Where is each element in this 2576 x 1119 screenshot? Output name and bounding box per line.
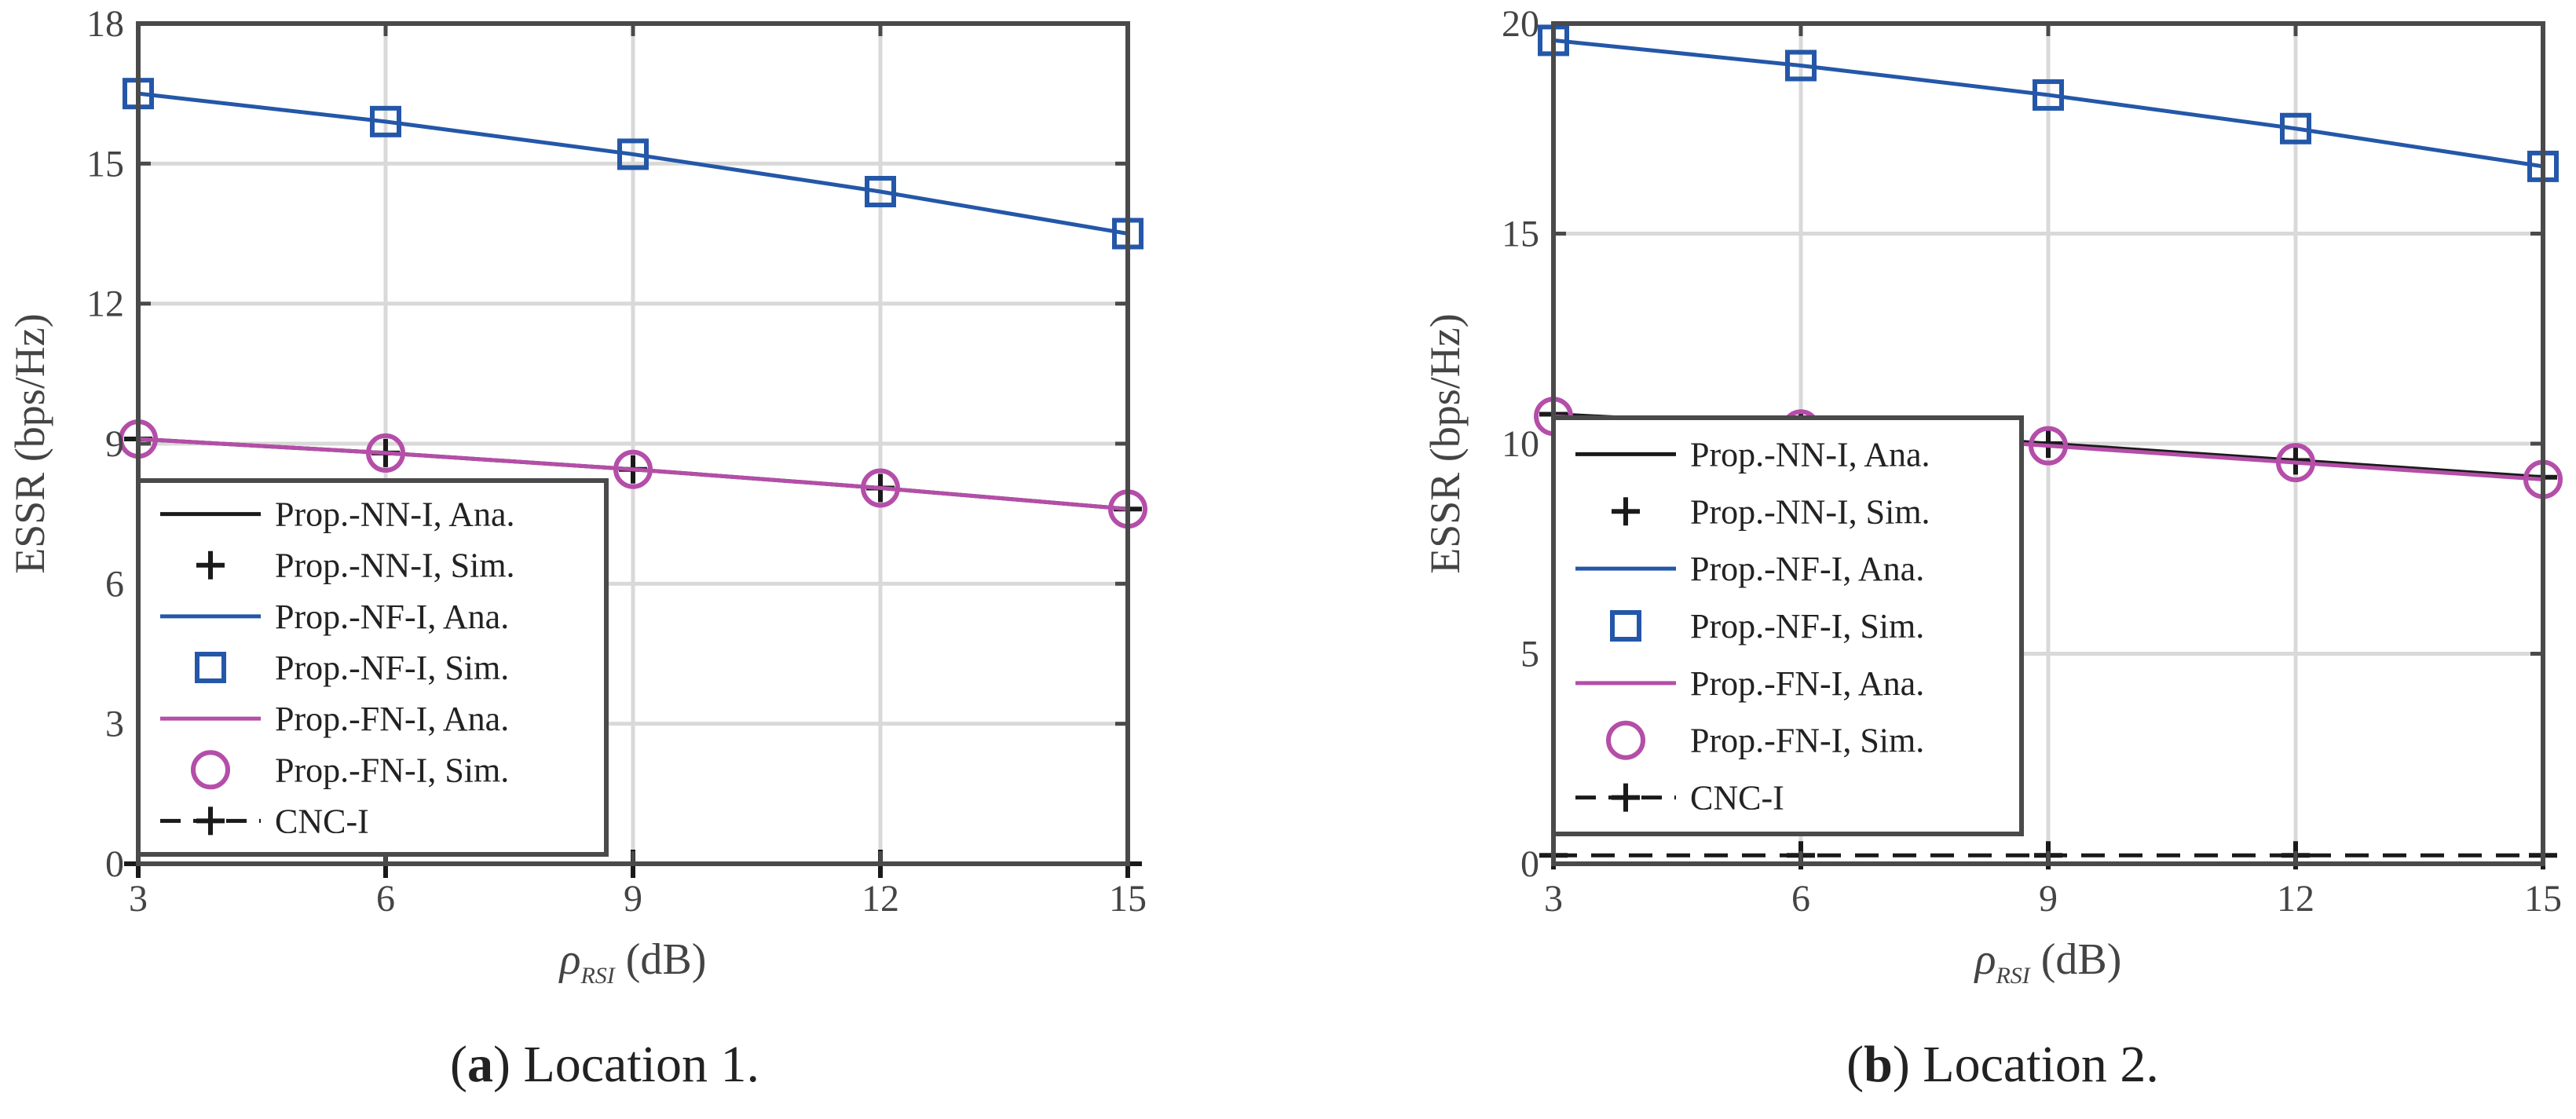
- series-marker-fn_sim: [2276, 443, 2315, 483]
- legend-marker-nf_sim: [1610, 610, 1641, 642]
- y-tick-label: 3: [105, 704, 124, 745]
- x-tick-label: 6: [376, 878, 395, 920]
- caption-b-text: Location 2.: [1909, 1036, 2159, 1093]
- legend-marker-nn_sim: [1612, 497, 1640, 526]
- legend-label-cnc: CNC-I: [275, 802, 369, 840]
- x-axis-label-subscript: RSI: [580, 963, 616, 989]
- legend-label-cnc: CNC-I: [1690, 779, 1784, 817]
- legend-label-nf_sim: Prop.-NF-I, Sim.: [275, 649, 509, 687]
- x-tick-label: 15: [2524, 878, 2562, 920]
- legend-label-nn_ana: Prop.-NN-I, Ana.: [1690, 435, 1930, 474]
- y-tick-label: 10: [1502, 423, 1539, 465]
- chart-b: 0 5 10 15 20 3 6 9 12 15 ESSR (bps/Hz) ρRSI (dB) Prop…: [1422, 3, 2563, 989]
- legend-label-fn_sim: Prop.-FN-I, Sim.: [275, 751, 509, 789]
- legend: Prop.-NN-I, Ana. Prop.-NN-I, Sim. Prop.-NF…: [136, 478, 609, 857]
- series-line-nf_ana: [137, 91, 1129, 236]
- y-tick-label: 18: [86, 3, 124, 45]
- legend-marker-fn_sim: [191, 750, 230, 790]
- y-tick-label: 15: [1502, 214, 1539, 255]
- series-marker-fn_sim: [2029, 426, 2068, 466]
- y-tick-label: 6: [105, 563, 124, 605]
- series-marker-nf_sim: [865, 176, 896, 207]
- x-tick-label: 3: [129, 878, 148, 920]
- x-axis-label: ρRSI (dB): [558, 935, 707, 989]
- y-tick-label: 5: [1520, 634, 1539, 675]
- y-tick-label: 9: [105, 423, 124, 465]
- legend-label-nf_ana: Prop.-NF-I, Ana.: [1690, 550, 1924, 588]
- series-marker-fn_sim: [613, 449, 653, 489]
- x-tick-label: 12: [862, 878, 899, 920]
- x-axis-label-unit: (dB): [2041, 935, 2122, 984]
- legend-marker-cnc: [1612, 783, 1640, 812]
- caption-b-letter: b: [1864, 1036, 1893, 1093]
- x-axis-label: ρRSI (dB): [1974, 935, 2122, 989]
- x-tick-label: 3: [1544, 878, 1563, 920]
- legend-marker-cnc: [196, 806, 225, 836]
- series-marker-nf_sim: [617, 138, 649, 170]
- legend-box: [136, 478, 609, 857]
- series-marker-nf_sim: [2033, 79, 2064, 111]
- x-tick-label: 6: [1791, 878, 1810, 920]
- x-tick-label: 12: [2277, 878, 2314, 920]
- series-line-nf_ana: [1553, 38, 2544, 169]
- y-tick-label: 0: [1520, 843, 1539, 885]
- legend-label-nn_ana: Prop.-NN-I, Ana.: [275, 496, 515, 534]
- series-marker-nf_sim: [2280, 112, 2311, 144]
- series-marker-fn_sim: [861, 468, 900, 508]
- y-tick-label: 12: [86, 283, 124, 325]
- legend-label-nn_sim: Prop.-NN-I, Sim.: [275, 547, 515, 585]
- x-axis-label-symbol: ρ: [1974, 935, 1996, 984]
- x-tick-label: 9: [2039, 878, 2058, 920]
- caption-a: (a) Location 1.: [449, 1036, 760, 1093]
- x-tick-label: 9: [624, 878, 642, 920]
- series-marker-fn_sim: [366, 433, 405, 473]
- legend-label-nn_sim: Prop.-NN-I, Sim.: [1690, 492, 1930, 531]
- y-tick-label: 15: [86, 143, 124, 185]
- legend-marker-fn_sim: [1606, 720, 1645, 760]
- series-line-fn_ana: [137, 437, 1129, 511]
- series-marker-nf_sim: [1785, 49, 1817, 82]
- legend-label-fn_ana: Prop.-FN-I, Ana.: [275, 700, 509, 738]
- caption-b: (b) Location 2.: [1846, 1036, 2159, 1093]
- legend-marker-nf_sim: [195, 652, 226, 683]
- legend-label-fn_ana: Prop.-FN-I, Ana.: [1690, 664, 1924, 703]
- legend-marker-nn_sim: [196, 550, 225, 580]
- y-tick-label: 0: [105, 843, 124, 885]
- caption-a-letter: a: [467, 1036, 493, 1093]
- legend-label-fn_sim: Prop.-FN-I, Sim.: [1690, 722, 1924, 760]
- legend: Prop.-NN-I, Ana. Prop.-NN-I, Sim. Prop.-NF…: [1551, 415, 2024, 836]
- legend-label-nf_ana: Prop.-NF-I, Ana.: [275, 598, 509, 636]
- y-tick-label: 20: [1502, 3, 1539, 45]
- series-marker-nf_sim: [370, 105, 401, 137]
- caption-a-text: Location 1.: [510, 1036, 760, 1093]
- y-axis-label: ESSR (bps/Hz): [6, 313, 53, 574]
- x-tick-label: 15: [1109, 878, 1147, 920]
- legend-label-nf_sim: Prop.-NF-I, Sim.: [1690, 607, 1924, 645]
- y-axis-label: ESSR (bps/Hz): [1422, 313, 1469, 574]
- x-axis-label-subscript: RSI: [1995, 963, 2031, 989]
- x-axis-label-unit: (dB): [626, 935, 707, 984]
- x-axis-label-symbol: ρ: [558, 935, 581, 984]
- legend-box: [1551, 415, 2024, 836]
